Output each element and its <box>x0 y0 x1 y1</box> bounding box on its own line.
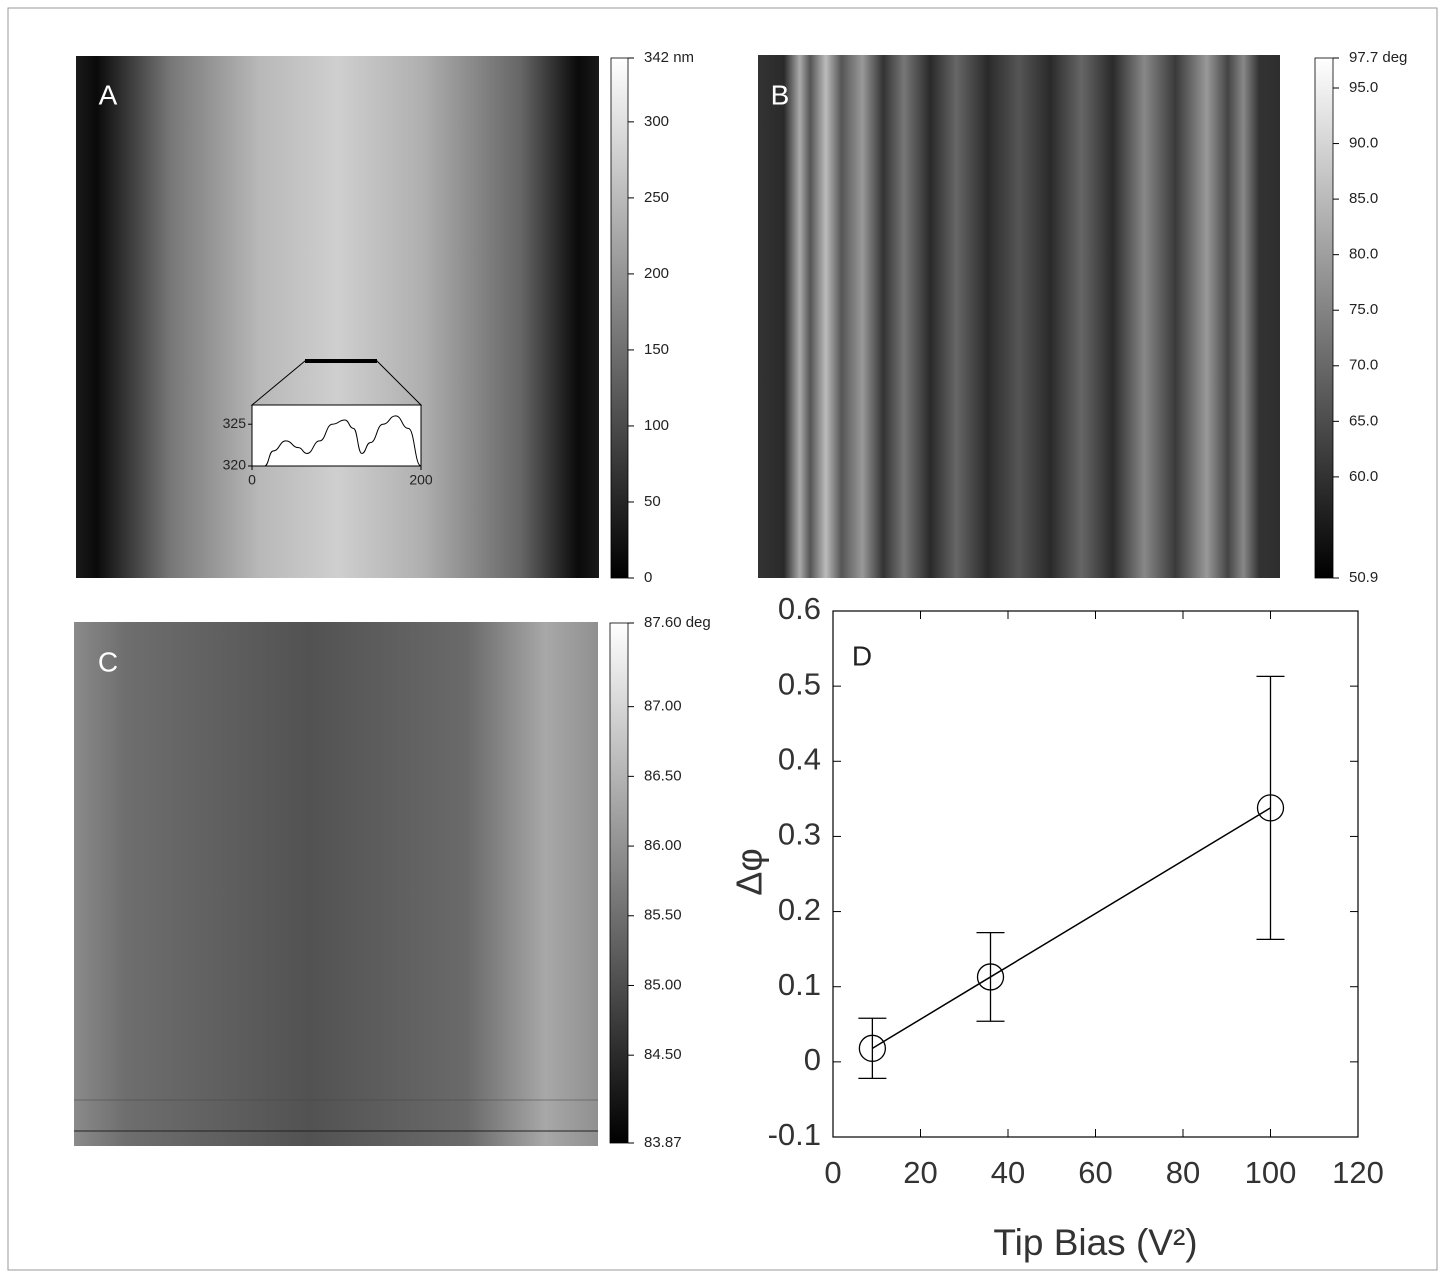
panel-label: B <box>771 79 790 110</box>
panel-label: A <box>99 79 118 110</box>
error-bar <box>858 1017 887 1080</box>
y-tick-label: -0.1 <box>768 1117 821 1152</box>
y-axis-label: Δφ <box>729 848 770 895</box>
colorbar-tick-label: 85.50 <box>644 907 682 924</box>
colorbar-tick-label: 70.0 <box>1349 357 1378 374</box>
colorbar-tick-label: 86.50 <box>644 767 682 784</box>
colorbar <box>610 57 629 579</box>
inset-y-tick-label: 320 <box>223 457 247 473</box>
colorbar-tick-label: 87.00 <box>644 698 682 715</box>
colorbar-tick-label: 342 nm <box>644 49 694 66</box>
panel-label: D <box>852 640 872 671</box>
inset-y-tick-label: 325 <box>223 415 247 431</box>
colorbar <box>1314 57 1334 579</box>
colorbar-tick-label: 90.0 <box>1349 135 1378 152</box>
colorbar-tick-label: 85.0 <box>1349 190 1378 207</box>
y-tick-label: 0 <box>804 1042 821 1077</box>
colorbar-tick-label: 0 <box>644 569 652 586</box>
frame <box>7 7 1438 1271</box>
error-bar <box>1256 675 1285 941</box>
colorbar-tick-label: 75.0 <box>1349 301 1378 318</box>
y-tick-label: 0.2 <box>778 892 821 927</box>
x-tick-label: 80 <box>1166 1155 1200 1190</box>
y-tick-label: 0.4 <box>778 741 821 776</box>
colorbar-tick-label: 86.00 <box>644 837 682 854</box>
colorbar-tick-label: 87.60 deg <box>644 614 711 631</box>
x-tick-label: 120 <box>1332 1155 1384 1190</box>
colorbar <box>609 622 629 1144</box>
plot-frame <box>832 610 1359 1138</box>
colorbar-tick-label: 65.0 <box>1349 412 1378 429</box>
inset-box <box>251 404 422 467</box>
x-axis-label: Tip Bias (V²) <box>993 1222 1197 1263</box>
fit-line <box>871 807 1271 1049</box>
colorbar-tick-label: 250 <box>644 189 669 206</box>
colorbar-tick-label: 100 <box>644 417 669 434</box>
data-point <box>858 1034 887 1062</box>
y-tick-label: 0.6 <box>778 591 821 626</box>
x-tick-label: 60 <box>1078 1155 1112 1190</box>
colorbar-tick-label: 60.0 <box>1349 468 1378 485</box>
colorbar-tick-label: 150 <box>644 341 669 358</box>
x-tick-label: 20 <box>903 1155 937 1190</box>
inset-profile <box>264 415 422 467</box>
colorbar-tick-label: 95.0 <box>1349 79 1378 96</box>
inset-x-tick-label: 0 <box>248 472 256 488</box>
image-a <box>76 56 599 578</box>
y-tick-label: 0.5 <box>778 666 821 701</box>
colorbar-tick-label: 85.00 <box>644 976 682 993</box>
colorbar-tick-label: 84.50 <box>644 1046 682 1063</box>
data-point <box>1256 794 1285 822</box>
colorbar-tick-label: 80.0 <box>1349 246 1378 263</box>
colorbar-tick-label: 50.9 <box>1349 569 1378 586</box>
colorbar-tick-label: 200 <box>644 265 669 282</box>
y-tick-label: 0.1 <box>778 967 821 1002</box>
x-tick-label: 0 <box>824 1155 841 1190</box>
data-point <box>976 963 1005 991</box>
panel-label: C <box>98 646 118 677</box>
x-tick-label: 100 <box>1245 1155 1297 1190</box>
colorbar-tick-label: 97.7 deg <box>1349 49 1407 66</box>
error-bar <box>976 931 1005 1022</box>
colorbar-tick-label: 300 <box>644 113 669 130</box>
inset-x-tick-label: 200 <box>409 472 433 488</box>
colorbar-tick-label: 50 <box>644 493 661 510</box>
image-b <box>758 55 1280 578</box>
colorbar-tick-label: 83.87 <box>644 1134 682 1151</box>
x-tick-label: 40 <box>991 1155 1025 1190</box>
y-tick-label: 0.3 <box>778 817 821 852</box>
image-c <box>74 622 598 1146</box>
